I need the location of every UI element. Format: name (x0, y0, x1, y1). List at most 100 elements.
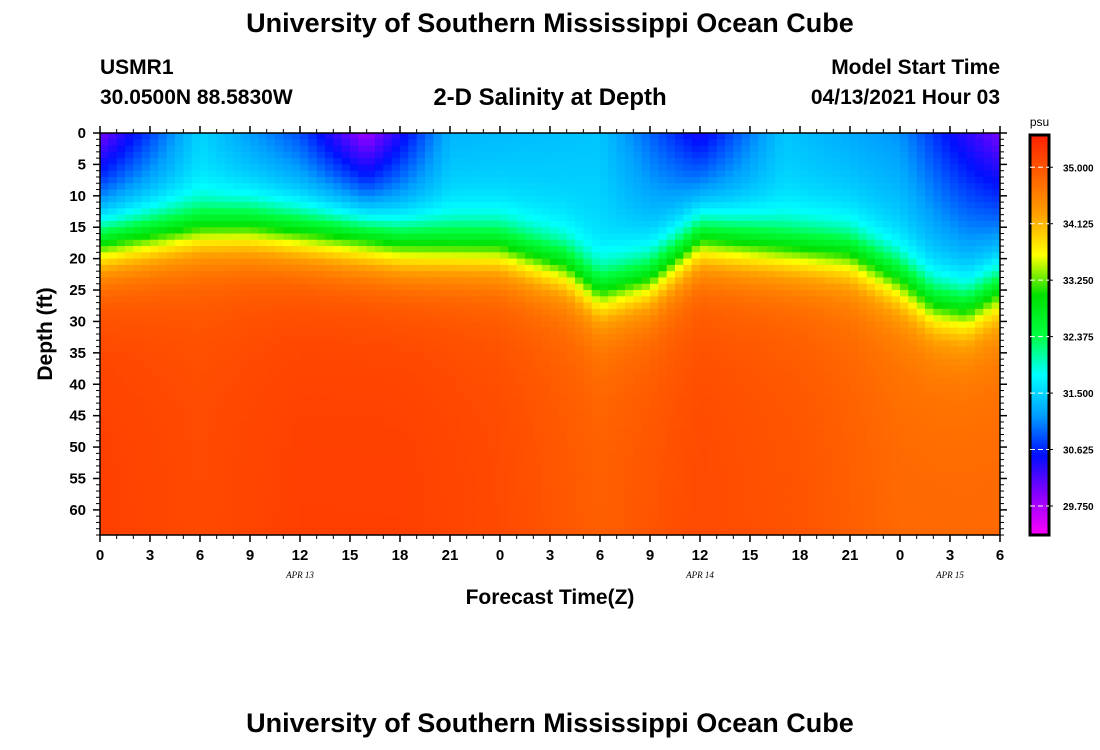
heatmap-cell (766, 352, 776, 360)
heatmap-cell (283, 403, 293, 410)
heatmap-cell (858, 258, 868, 266)
heatmap-cell (925, 384, 934, 392)
heatmap-cell (175, 252, 184, 260)
heatmap-cell (816, 327, 826, 335)
heatmap-cell (725, 290, 734, 297)
heatmap-cell (175, 352, 184, 360)
heatmap-cell (208, 151, 218, 159)
heatmap-cell (508, 315, 518, 323)
heatmap-cell (950, 227, 959, 235)
heatmap-cell (900, 334, 909, 341)
heatmap-cell (333, 415, 343, 423)
heatmap-cell (775, 214, 784, 222)
heatmap-cell (625, 327, 634, 335)
heatmap-cell (500, 233, 509, 241)
heatmap-cell (408, 340, 418, 348)
heatmap-cell (175, 214, 184, 222)
heatmap-cell (275, 346, 284, 354)
heatmap-cell (325, 139, 334, 147)
heatmap-cell (641, 252, 651, 260)
heatmap-cell (641, 359, 651, 367)
heatmap-cell (258, 195, 268, 203)
heatmap-cell (683, 164, 693, 172)
heatmap-cell (816, 239, 826, 247)
heatmap-cell (566, 371, 576, 379)
heatmap-cell (725, 321, 734, 329)
heatmap-cell (666, 321, 676, 329)
heatmap-cell (825, 176, 834, 184)
heatmap-cell (600, 371, 609, 379)
heatmap-cell (325, 264, 334, 272)
heatmap-cell (541, 334, 551, 341)
heatmap-cell (441, 164, 451, 172)
heatmap-cell (325, 346, 334, 354)
heatmap-cell (791, 239, 801, 247)
heatmap-cell (816, 384, 826, 392)
heatmap-cell (725, 315, 734, 323)
heatmap-cell (216, 233, 226, 241)
heatmap-cell (425, 220, 434, 228)
heatmap-cell (875, 158, 884, 166)
heatmap-cell (166, 239, 176, 247)
heatmap-cell (166, 409, 176, 417)
heatmap-cell (916, 308, 926, 316)
heatmap-cell (400, 202, 409, 209)
heatmap-cell (450, 176, 459, 184)
heatmap-cell (683, 346, 693, 354)
heatmap-cell (441, 176, 451, 184)
heatmap-cell (175, 365, 184, 373)
heatmap-cell (716, 340, 726, 348)
heatmap-cell (525, 371, 534, 379)
heatmap-cell (675, 176, 684, 184)
heatmap-cell (708, 239, 718, 247)
heatmap-cell (316, 321, 326, 329)
heatmap-cell (391, 377, 401, 385)
heatmap-cell (116, 189, 126, 197)
heatmap-cell (858, 176, 868, 184)
heatmap-cell (758, 290, 768, 297)
heatmap-cell (191, 158, 201, 166)
heatmap-cell (375, 208, 384, 216)
heatmap-cell (691, 403, 701, 410)
heatmap-cell (850, 334, 859, 341)
heatmap-cell (591, 151, 601, 159)
heatmap-cell (991, 170, 1000, 178)
heatmap-cell (683, 133, 693, 140)
heatmap-cell (158, 334, 168, 341)
heatmap-cell (491, 170, 501, 178)
heatmap-cell (700, 264, 709, 272)
heatmap-cell (358, 264, 368, 272)
heatmap-cell (766, 334, 776, 341)
heatmap-cell (958, 164, 968, 172)
heatmap-cell (591, 227, 601, 235)
heatmap-cell (183, 371, 193, 379)
heatmap-cell (325, 365, 334, 373)
heatmap-cell (300, 371, 309, 379)
heatmap-cell (341, 158, 351, 166)
heatmap-cell (708, 202, 718, 209)
heatmap-cell (633, 202, 643, 209)
heatmap-cell (991, 189, 1000, 197)
heatmap-cell (383, 195, 393, 203)
heatmap-cell (841, 164, 851, 172)
heatmap-cell (583, 239, 593, 247)
heatmap-cell (250, 183, 259, 191)
heatmap-cell (475, 258, 484, 266)
heatmap-cell (950, 189, 959, 197)
heatmap-cell (483, 133, 493, 140)
heatmap-cell (325, 321, 334, 329)
heatmap-cell (266, 377, 276, 385)
heatmap-cell (291, 145, 301, 153)
heatmap-cell (450, 296, 459, 304)
heatmap-cell (366, 340, 376, 348)
heatmap-cell (925, 151, 934, 159)
heatmap-cell (783, 133, 793, 140)
heatmap-cell (291, 390, 301, 398)
heatmap-cell (558, 346, 568, 354)
heatmap-cell (883, 158, 893, 166)
heatmap-cell (683, 195, 693, 203)
heatmap-cell (133, 227, 143, 235)
heatmap-cell (500, 271, 509, 279)
heatmap-cell (183, 239, 193, 247)
heatmap-cell (900, 195, 909, 203)
